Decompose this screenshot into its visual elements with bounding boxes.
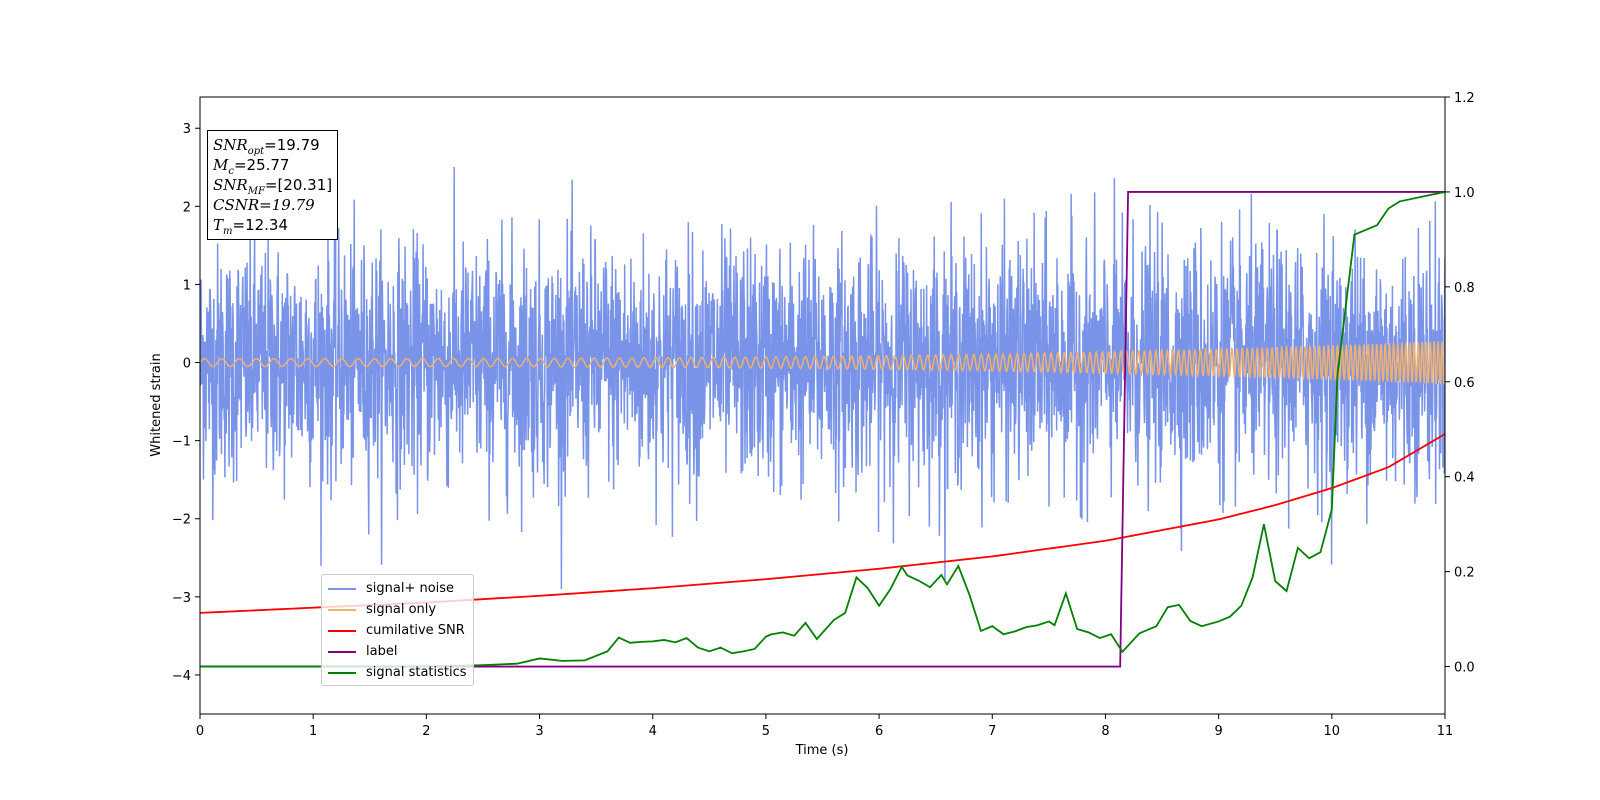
- x-tick-label: 0: [196, 724, 204, 739]
- x-tick-label: 7: [988, 724, 996, 739]
- legend-item-label: label: [328, 641, 467, 662]
- legend-swatch: [328, 650, 356, 653]
- x-tick-label: 5: [762, 724, 770, 739]
- y-tick-label: 1: [183, 278, 191, 293]
- y2-tick-label: 0.0: [1454, 661, 1475, 676]
- csnr-line: CSNR=19.79: [213, 195, 332, 215]
- stats-annotation-box: SNRopt=19.79 Mc=25.77 SNRMF=[20.31] CSNR…: [207, 130, 339, 240]
- legend-label: signal+ noise: [366, 581, 455, 596]
- y2-tick-label: 1.0: [1454, 186, 1475, 201]
- y2-tick-label: 0.8: [1454, 281, 1475, 296]
- legend-item-signal-statistics: signal statistics: [328, 662, 467, 683]
- y2-tick-label: 0.2: [1454, 566, 1475, 581]
- csnr-value: CSNR=19.79: [213, 196, 315, 214]
- legend-item-signal-only: signal only: [328, 599, 467, 620]
- series-signal-noise: [200, 166, 1445, 590]
- x-axis-label: Time (s): [795, 743, 849, 758]
- legend-swatch: [328, 587, 356, 590]
- ticks-layer: 0 1 2 3 4 5 6 7 8 9 10 113210−1−2−3−41.21.00.80.60.…: [172, 91, 1475, 739]
- x-tick-label: 8: [1101, 724, 1109, 739]
- legend-label: label: [366, 644, 398, 659]
- y-tick-label: −4: [172, 669, 191, 684]
- mc-value: =25.77: [233, 156, 290, 174]
- y2-tick-label: 0.6: [1454, 376, 1475, 391]
- y-tick-label: 2: [183, 200, 191, 215]
- x-tick-label: 3: [535, 724, 543, 739]
- y-tick-label: 3: [183, 122, 191, 137]
- x-tick-label: 6: [875, 724, 883, 739]
- legend-label: signal statistics: [366, 665, 467, 680]
- series-label: [200, 191, 1445, 668]
- tm-line: Tm=12.34: [213, 216, 289, 237]
- x-tick-label: 2: [422, 724, 430, 739]
- plot-frame: [199, 96, 1446, 715]
- y-axis-label: Whitened strain: [149, 353, 164, 456]
- y2-tick-label: 0.4: [1454, 471, 1475, 486]
- legend-swatch: [328, 671, 356, 674]
- x-tick-label: 4: [649, 724, 657, 739]
- legend-swatch: [328, 629, 356, 632]
- legend-swatch: [328, 608, 356, 611]
- snr-opt-line: SNRopt=19.79: [213, 136, 320, 157]
- x-tick-label: 9: [1214, 724, 1222, 739]
- tm-value: =12.34: [232, 216, 289, 234]
- x-tick-label: 10: [1324, 724, 1341, 739]
- snr-mf-value: =[20.31]: [264, 176, 333, 194]
- legend: signal+ noise signal only cumilative SNR…: [321, 574, 474, 686]
- x-tick-label: 1: [309, 724, 317, 739]
- series-signal-only: [200, 340, 1445, 386]
- snr-mf-line: SNRMF=[20.31]: [213, 176, 333, 197]
- legend-item-cumulative-snr: cumilative SNR: [328, 620, 467, 641]
- y2-tick-label: 1.2: [1454, 91, 1475, 106]
- signal-noise-layer: [200, 166, 1445, 590]
- y-tick-label: −3: [172, 591, 191, 606]
- series-signal-statistics: [200, 191, 1445, 668]
- x-tick-label: 11: [1437, 724, 1454, 739]
- y-tick-label: −2: [172, 513, 191, 528]
- legend-label: signal only: [366, 602, 437, 617]
- signal-only-layer: [200, 340, 1445, 386]
- y-tick-label: −1: [172, 435, 191, 450]
- legend-label: cumilative SNR: [366, 623, 465, 638]
- legend-item-signal-noise: signal+ noise: [328, 578, 467, 599]
- y-tick-label: 0: [183, 357, 191, 372]
- mc-line: Mc=25.77: [213, 156, 290, 177]
- snr-opt-value: =19.79: [264, 136, 320, 154]
